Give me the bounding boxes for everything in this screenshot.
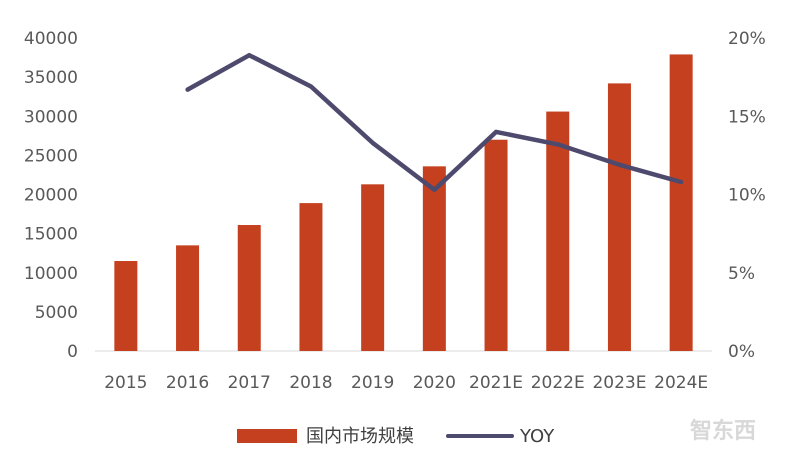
bar bbox=[361, 184, 385, 351]
x-tick-label: 2016 bbox=[166, 373, 209, 393]
right-axis-ticks: 0% 5% 10% 15% 20% bbox=[728, 29, 766, 362]
x-tick-label: 2021E bbox=[469, 373, 523, 393]
line-series bbox=[185, 52, 684, 193]
bar bbox=[299, 203, 323, 351]
bar-series bbox=[114, 54, 693, 352]
legend: 国内市场规模 YOY bbox=[237, 426, 555, 447]
x-tick-label: 2022E bbox=[531, 373, 585, 393]
y-right-tick-label: 0% bbox=[728, 342, 755, 362]
y-left-tick-label: 15000 bbox=[24, 225, 78, 245]
bar bbox=[669, 54, 693, 352]
y-left-tick-label: 0 bbox=[67, 342, 78, 362]
bar bbox=[422, 166, 446, 351]
y-left-tick-label: 40000 bbox=[24, 29, 78, 49]
legend-label-bar: 国内市场规模 bbox=[306, 426, 414, 447]
bar bbox=[484, 139, 508, 351]
bar bbox=[546, 111, 570, 352]
x-tick-label: 2015 bbox=[104, 373, 147, 393]
legend-label-line: YOY bbox=[519, 426, 555, 447]
bar bbox=[114, 261, 138, 351]
y-left-tick-label: 20000 bbox=[24, 186, 78, 206]
x-tick-label: 2024E bbox=[654, 373, 708, 393]
y-left-tick-label: 5000 bbox=[35, 303, 78, 323]
y-left-tick-label: 30000 bbox=[24, 107, 78, 127]
y-right-tick-label: 15% bbox=[728, 107, 766, 127]
y-left-tick-label: 10000 bbox=[24, 264, 78, 284]
left-axis-ticks: 0 5000 10000 15000 20000 25000 30000 35000 40000 bbox=[24, 29, 78, 362]
x-tick-label: 2018 bbox=[289, 373, 332, 393]
bar bbox=[607, 83, 631, 351]
y-left-tick-label: 25000 bbox=[24, 146, 78, 166]
y-right-tick-label: 10% bbox=[728, 186, 766, 206]
x-tick-label: 2019 bbox=[351, 373, 394, 393]
watermark: 智东西 bbox=[690, 418, 756, 444]
bar bbox=[176, 245, 200, 351]
x-tick-label: 2017 bbox=[228, 373, 271, 393]
legend-swatch-bar bbox=[237, 429, 297, 443]
x-axis-ticks: 2015 2016 2017 2018 2019 2020 2021E 2022E 2023E 2… bbox=[104, 373, 708, 393]
x-tick-label: 2023E bbox=[592, 373, 646, 393]
x-tick-label: 2020 bbox=[413, 373, 456, 393]
y-right-tick-label: 5% bbox=[728, 264, 755, 284]
bar bbox=[237, 225, 261, 351]
y-left-tick-label: 35000 bbox=[24, 68, 78, 88]
y-right-tick-label: 20% bbox=[728, 29, 766, 49]
